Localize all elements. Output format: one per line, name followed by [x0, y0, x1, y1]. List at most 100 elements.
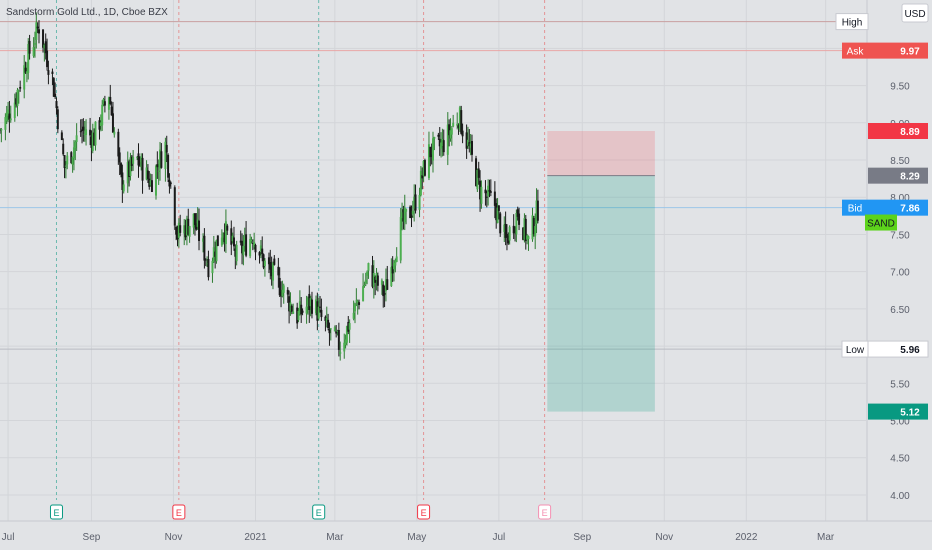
candle-body [480, 186, 483, 204]
candle-body [399, 216, 402, 261]
candle-body [292, 311, 295, 314]
candle-body [66, 155, 69, 165]
price-label-name-box [865, 214, 897, 231]
candle-body [339, 351, 342, 354]
candle-body [129, 157, 132, 177]
candle-body [8, 113, 11, 120]
candle-body [150, 180, 153, 192]
candle-body [254, 244, 257, 253]
price-label-name: Bid [848, 204, 862, 215]
candle-body [241, 240, 244, 254]
y-tick-label: 5.50 [890, 379, 910, 390]
candle-body [55, 101, 58, 109]
candle-body [499, 213, 502, 234]
candle-body [267, 257, 270, 265]
price-label-value-box [867, 340, 929, 358]
candle-body [74, 141, 77, 149]
candle-body [327, 319, 330, 329]
candle-body [47, 70, 50, 75]
candle-body [141, 157, 144, 181]
candle-body [192, 213, 195, 228]
candle-body [146, 170, 149, 179]
candle-body [27, 43, 30, 73]
price-label-value: 9.97 [900, 47, 920, 58]
earnings-badge [172, 504, 186, 520]
candle-body [109, 96, 112, 105]
candle-body [211, 260, 214, 274]
candle-body [165, 144, 168, 153]
candle-body [390, 267, 393, 287]
candle-body [531, 215, 534, 240]
candle-body [167, 154, 170, 178]
candle-body [371, 265, 374, 287]
candle-body [243, 236, 246, 244]
candle-body [518, 213, 521, 225]
candle-body [54, 93, 57, 98]
candle-body [245, 234, 248, 256]
candle-body [527, 236, 530, 240]
candle-body [489, 191, 492, 193]
candle-body [214, 251, 217, 257]
price-label-value: 5.12 [900, 408, 920, 419]
candle-body [320, 309, 323, 318]
candle-body [9, 118, 12, 121]
candle-body [364, 279, 367, 284]
x-tick-label: Nov [165, 532, 183, 543]
candle-body [207, 259, 210, 278]
candle-body [479, 180, 482, 200]
y-axis-panel [867, 0, 932, 550]
candle-body [460, 110, 463, 134]
earnings-label: E [316, 508, 322, 518]
earnings-label: E [421, 508, 427, 518]
candle-body [402, 209, 405, 222]
candle-body [250, 239, 253, 242]
candle-body [91, 132, 94, 151]
candle-body [122, 184, 125, 192]
x-tick-label: Mar [817, 532, 835, 543]
candle-body [446, 124, 449, 155]
candle-body [535, 200, 538, 224]
candle-body [232, 237, 235, 247]
y-tick-label: 5.00 [890, 417, 910, 428]
candle-body [414, 194, 417, 211]
candle-body [224, 221, 227, 244]
candle-body [497, 205, 500, 211]
candle-body [42, 29, 45, 48]
price-label-value: 7.86 [900, 204, 920, 215]
candle-body [421, 175, 424, 179]
candle-body [452, 122, 455, 127]
candle-body [512, 225, 515, 234]
candle-body [149, 180, 152, 186]
candle-body [419, 170, 422, 196]
earnings-marker: E [538, 504, 552, 520]
candle-body [253, 241, 256, 248]
candle-body [117, 131, 120, 157]
candle-body [160, 151, 163, 168]
candle-body [71, 157, 74, 165]
candle-body [56, 109, 59, 130]
candle-body [290, 305, 293, 312]
candle-body [81, 129, 84, 132]
candle-body [82, 126, 85, 131]
y-tick-label: 7.00 [890, 268, 910, 279]
candle-body [526, 235, 529, 240]
candle-body [102, 99, 105, 105]
candle-body [169, 182, 172, 185]
candle-body [329, 328, 332, 330]
candle-body [507, 235, 510, 244]
candle-body [99, 122, 102, 127]
candle-body [458, 107, 461, 130]
candle-body [441, 139, 444, 146]
candle-body [242, 245, 245, 256]
candle-body [269, 262, 272, 270]
candle-body [504, 223, 507, 238]
candle-body [140, 156, 143, 168]
candle-body [345, 326, 348, 343]
price-label-symbol: SAND [865, 214, 897, 231]
candle-body [316, 301, 319, 321]
earnings-badge [312, 504, 326, 520]
candle-body [220, 237, 223, 246]
candle-body [522, 227, 525, 240]
